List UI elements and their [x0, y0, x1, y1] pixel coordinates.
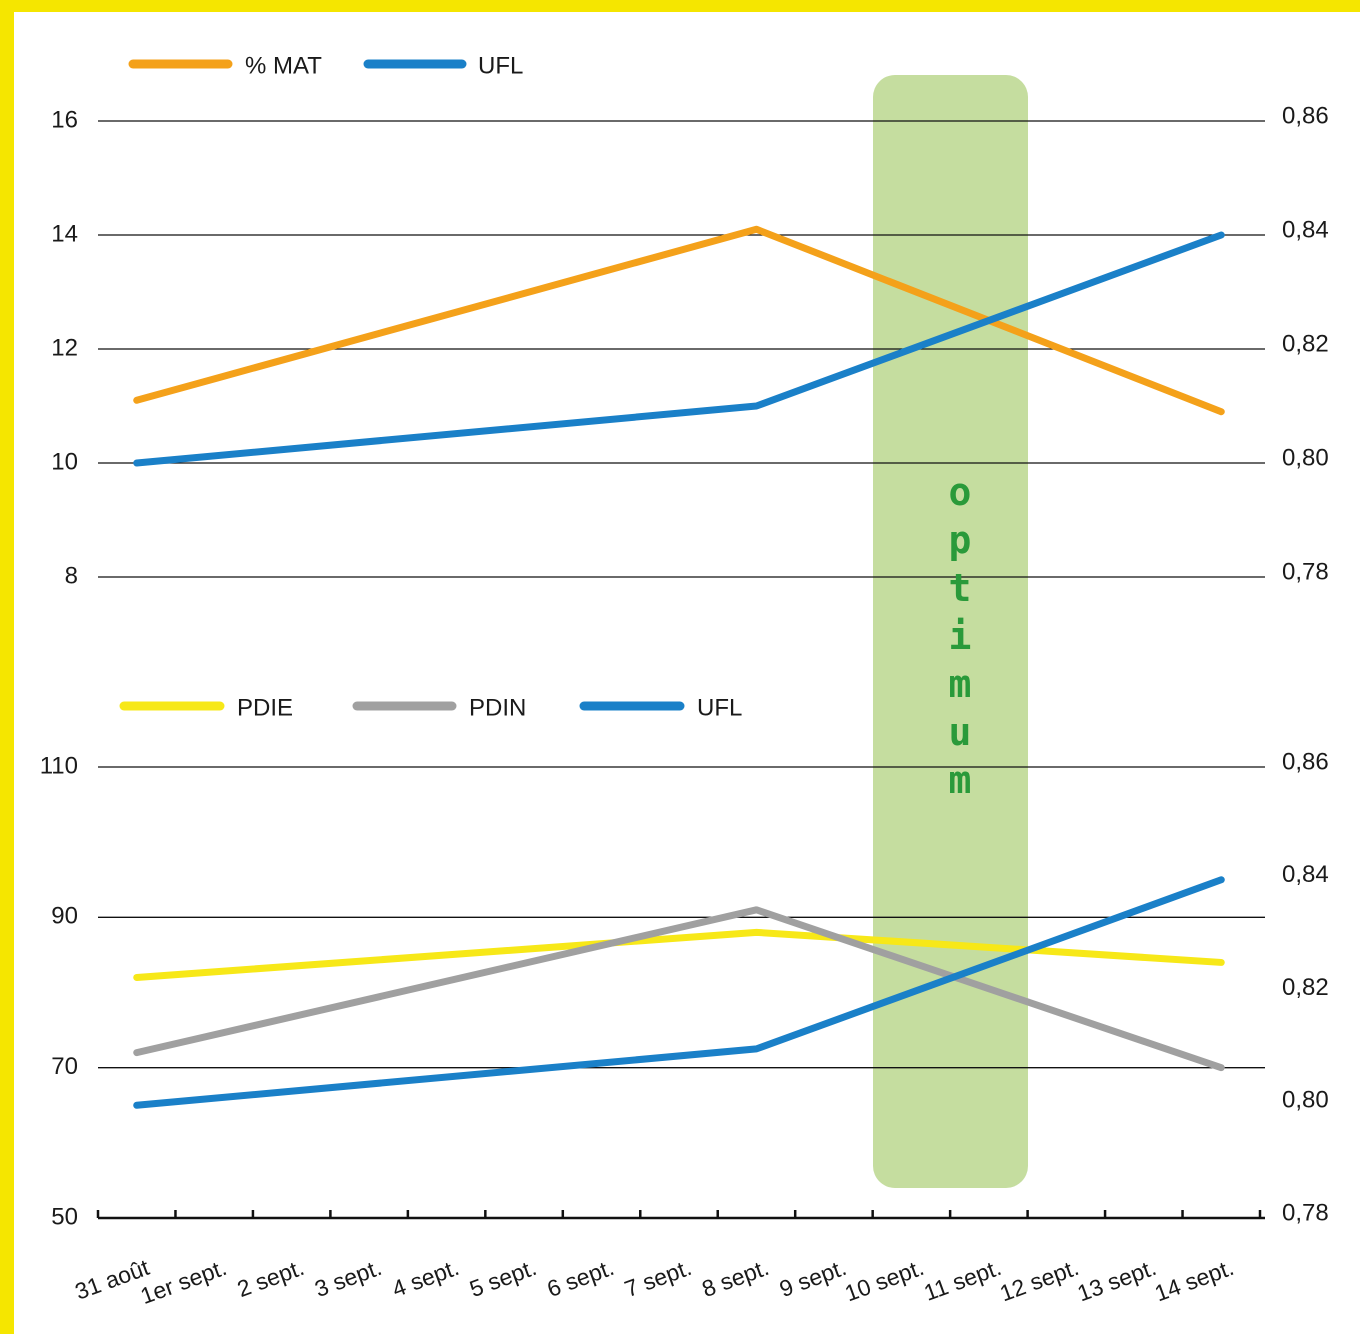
optimum-band	[873, 75, 1028, 1188]
x-tick-label: 13 sept.	[1074, 1254, 1160, 1306]
y-tick-label: 16	[51, 106, 78, 133]
y2-tick-label: 0,86	[1282, 748, 1329, 775]
x-tick-label: 2 sept.	[234, 1254, 308, 1302]
y2-tick-label: 0,80	[1282, 1087, 1329, 1114]
x-tick-label: 6 sept.	[544, 1254, 618, 1302]
y-tick-label: 12	[51, 334, 78, 361]
y2-tick-label: 0,86	[1282, 102, 1329, 129]
y2-tick-label: 0,80	[1282, 444, 1329, 471]
y-tick-label: 14	[51, 220, 78, 247]
y-tick-label: 50	[51, 1203, 78, 1230]
legend-label: UFL	[697, 694, 742, 721]
x-tick-label: 8 sept.	[698, 1254, 772, 1302]
optimum-label: optimum	[938, 470, 982, 806]
y2-tick-label: 0,78	[1282, 558, 1329, 585]
x-tick-label: 4 sept.	[389, 1254, 463, 1302]
y-tick-label: 10	[51, 448, 78, 475]
x-tick-label: 12 sept.	[996, 1254, 1082, 1306]
x-tick-label: 7 sept.	[621, 1254, 695, 1302]
y2-tick-label: 0,82	[1282, 974, 1329, 1001]
legend-label: PDIN	[469, 694, 526, 721]
panel	[14, 12, 1360, 1334]
y2-tick-label: 0,82	[1282, 330, 1329, 357]
x-tick-label: 1er sept.	[137, 1254, 230, 1309]
x-tick-label: 10 sept.	[841, 1254, 927, 1306]
series-line	[133, 876, 1225, 1109]
x-tick-label: 11 sept.	[920, 1254, 1004, 1306]
x-tick-label: 9 sept.	[776, 1254, 850, 1302]
x-tick-label: 5 sept.	[466, 1254, 540, 1302]
y-tick-label: 8	[65, 562, 78, 589]
legend-label: % MAT	[245, 52, 322, 79]
legend-label: UFL	[478, 52, 523, 79]
series-line	[133, 225, 1225, 416]
series-line	[133, 231, 1225, 467]
y-tick-label: 70	[51, 1053, 78, 1080]
x-tick-label: 14 sept.	[1151, 1254, 1237, 1306]
x-tick-label: 3 sept.	[311, 1254, 385, 1302]
y-tick-label: 110	[40, 752, 78, 779]
legend-label: PDIE	[237, 694, 293, 721]
series-line	[133, 906, 1225, 1072]
series-line	[133, 928, 1225, 981]
y2-tick-label: 0,84	[1282, 861, 1329, 888]
y2-tick-label: 0,78	[1282, 1199, 1329, 1226]
y-tick-label: 90	[51, 903, 78, 930]
y2-tick-label: 0,84	[1282, 216, 1329, 243]
